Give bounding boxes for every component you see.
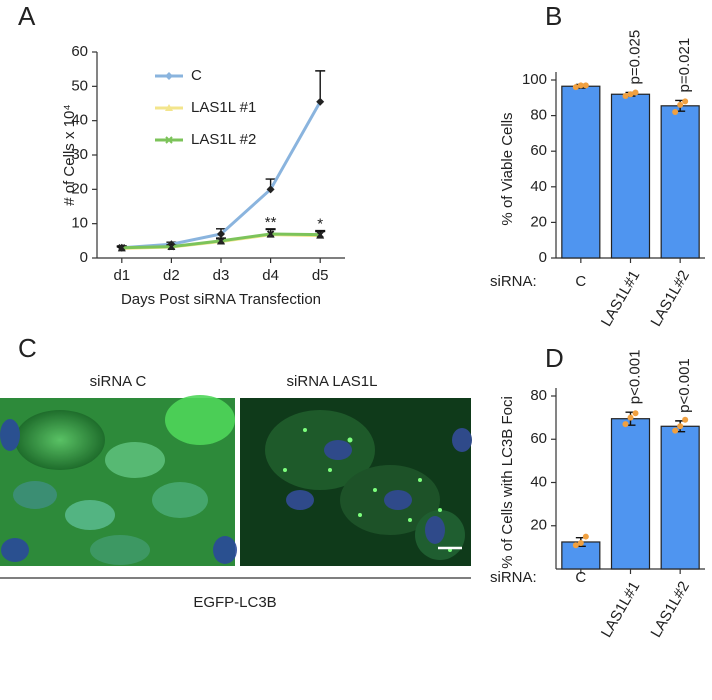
y-axis-label: % of Viable Cells	[499, 112, 516, 225]
x-tick-label: d2	[163, 267, 180, 284]
data-point	[577, 540, 584, 547]
marker	[165, 136, 173, 144]
p-value: p=0.021	[676, 38, 693, 93]
data-point	[682, 98, 689, 105]
data-point	[582, 533, 589, 540]
caption: EGFP-LC3B	[193, 594, 276, 611]
legend-label: LAS1L #1	[191, 99, 256, 116]
y-axis-label: % of Cells with LC3B Foci	[499, 396, 516, 569]
x-tick-label: LAS1L#2	[647, 578, 693, 640]
bar	[610, 418, 651, 570]
data-point	[632, 410, 639, 417]
data-point	[677, 423, 684, 430]
x-tick-label: LAS1L#1	[598, 267, 644, 329]
x-tick-label: LAS1L#1	[598, 578, 644, 640]
data-point	[622, 421, 629, 428]
panel-label: A	[18, 1, 36, 31]
marker	[316, 97, 325, 106]
bar	[660, 105, 700, 259]
marker	[217, 237, 225, 245]
y-tick-label: 100	[522, 71, 547, 88]
image-title: siRNA LAS1L	[287, 373, 378, 390]
data-point	[622, 93, 629, 100]
marker	[316, 230, 324, 239]
data-point	[632, 89, 639, 96]
line	[121, 101, 322, 250]
data-point	[572, 542, 579, 549]
y-tick-label: 80	[530, 387, 547, 404]
y-tick-label: 80	[530, 107, 547, 124]
x-axis-label: siRNA:	[490, 273, 537, 290]
cells	[265, 410, 472, 560]
panel-label: B	[545, 1, 562, 31]
marker	[217, 229, 225, 238]
y-tick-label: 50	[71, 77, 88, 94]
y-tick-label: 20	[71, 180, 88, 197]
y-tick-label: 60	[530, 142, 547, 159]
data-point	[577, 82, 584, 89]
data-point	[672, 109, 679, 116]
x-tick-label: d3	[213, 267, 230, 284]
marker	[266, 230, 275, 238]
data-point	[627, 414, 634, 421]
y-tick-label: 60	[530, 430, 547, 447]
y-tick-label: 0	[539, 249, 547, 266]
y-tick-label: 40	[530, 473, 547, 490]
x-tick-label: d5	[312, 267, 329, 284]
bar	[561, 85, 601, 259]
legend-label: C	[191, 67, 202, 84]
y-tick-label: 40	[530, 178, 547, 195]
x-axis-label: siRNA:	[490, 569, 537, 586]
data-point	[582, 82, 589, 89]
panel-label: D	[545, 343, 564, 373]
marker	[165, 72, 173, 80]
annotation: **	[265, 214, 277, 231]
marker	[266, 185, 275, 194]
x-tick-label: C	[575, 569, 586, 586]
y-tick-label: 30	[71, 146, 88, 163]
marker	[118, 243, 126, 252]
image-title: siRNA C	[90, 373, 147, 390]
x-tick-label: d1	[113, 267, 130, 284]
x-tick-label: d4	[262, 267, 279, 284]
data-point	[677, 101, 684, 108]
y-tick-label: 10	[71, 215, 88, 232]
error-bar-line	[315, 70, 326, 102]
y-tick-label: 20	[530, 213, 547, 230]
x-axis-label: Days Post siRNA Transfection	[121, 291, 321, 308]
x-tick-label: C	[575, 273, 586, 290]
error-bar	[575, 536, 586, 547]
panel-label: C	[18, 333, 37, 363]
y-tick-label: 0	[80, 249, 88, 266]
cells	[0, 395, 237, 565]
y-tick-label: 20	[530, 517, 547, 534]
y-tick-label: 60	[71, 43, 88, 60]
marker	[165, 104, 173, 111]
annotation: *	[317, 216, 323, 233]
error-bar-line	[575, 536, 586, 547]
legend-label: LAS1L #2	[191, 131, 256, 148]
p-value: p=0.025	[626, 30, 643, 85]
bar	[660, 425, 700, 570]
x-tick-label: LAS1L#2	[647, 267, 693, 329]
p-value: p<0.001	[676, 358, 693, 413]
panel-c: C siRNA C siRNA LAS1L	[0, 333, 472, 611]
p-value: p<0.001	[626, 350, 643, 405]
data-point	[572, 84, 579, 91]
marker	[167, 242, 176, 251]
data-point	[682, 416, 689, 423]
bar	[610, 93, 651, 259]
error-bar	[315, 70, 326, 102]
y-tick-label: 40	[71, 112, 88, 129]
data-point	[672, 427, 679, 434]
data-point	[627, 91, 634, 98]
y-axis-label: # of Cells x 10⁴	[61, 104, 78, 206]
